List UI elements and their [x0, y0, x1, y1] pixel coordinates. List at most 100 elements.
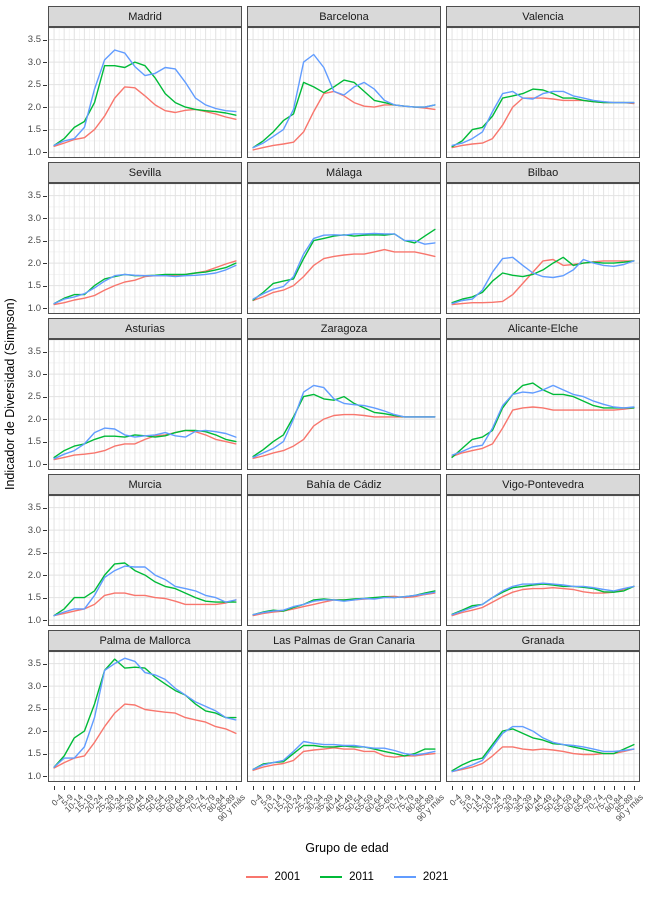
facet-vigo-pontevedra: Vigo-Pontevedra [446, 474, 640, 626]
x-tick-mark [104, 786, 106, 790]
facet-panel [247, 27, 441, 158]
facet-barcelona: Barcelona [247, 6, 441, 158]
series-line-2011 [451, 728, 635, 772]
x-tick-mark [263, 786, 265, 790]
x-tick-mark [303, 786, 305, 790]
x-tick-mark [134, 786, 136, 790]
x-tick-mark [374, 786, 376, 790]
facet-panel [48, 339, 242, 470]
x-tick-mark [573, 786, 575, 790]
facet-row: 1.0 1.5 2.0 2.5 3.0 3.5 Murcia Bahía de Cádiz Vi… [18, 474, 646, 626]
y-tick-mark [43, 285, 47, 287]
y-tick-label: 3.0 [27, 212, 41, 224]
x-tick-mark [404, 786, 406, 790]
series-line-2021 [252, 53, 436, 149]
x-tick-mark [613, 786, 615, 790]
y-tick-label: 1.0 [27, 770, 41, 782]
legend-entry-2011: 2011 [320, 870, 374, 884]
x-axis-labels-row: 0-4 5-9 10-14 15-19 20-24 25-29 30-34 35-39 40-4… [18, 786, 646, 838]
series-line-2021 [451, 582, 635, 616]
y-tick-label: 1.5 [27, 436, 41, 448]
series-line-2001 [53, 86, 237, 148]
y-tick-mark [43, 84, 47, 86]
x-tick-mark [283, 786, 285, 790]
y-tick-label: 2.0 [27, 101, 41, 113]
series-line-2001 [53, 703, 237, 769]
x-tick-mark [623, 786, 625, 790]
x-tick-mark [74, 786, 76, 790]
y-tick-label: 1.5 [27, 280, 41, 292]
y-tick-label: 2.5 [27, 79, 41, 91]
facet-strip-title: Bilbao [446, 162, 640, 183]
series-line-2021 [252, 740, 436, 771]
x-tick-mark [603, 786, 605, 790]
x-tick-mark [293, 786, 295, 790]
y-tick-mark [43, 552, 47, 554]
y-tick-mark [43, 195, 47, 197]
x-tick-mark [482, 786, 484, 790]
y-tick-label: 3.0 [27, 680, 41, 692]
x-tick-mark [165, 786, 167, 790]
series-line-2001 [451, 406, 635, 458]
facet-panel [247, 339, 441, 470]
y-tick-mark [43, 263, 47, 265]
y-tick-label: 3.5 [27, 346, 41, 358]
legend-line-swatch [320, 870, 343, 884]
x-axis-ticks: 0-4 5-9 10-14 15-19 20-24 25-29 30-34 35-39 40-4… [446, 786, 645, 838]
plot-body: Indicador de Diversidad (Simpson) 1.0 1.5… [2, 6, 646, 894]
x-tick-mark [323, 786, 325, 790]
y-tick-mark [43, 731, 47, 733]
facet-panel [247, 183, 441, 314]
facet-panel [446, 27, 640, 158]
x-tick-mark [64, 786, 66, 790]
x-tick-mark [185, 786, 187, 790]
y-tick-mark [43, 62, 47, 64]
x-tick-mark [273, 786, 275, 790]
facet-strip-title: Zaragoza [247, 318, 441, 339]
y-tick-mark [43, 218, 47, 220]
x-tick-mark [235, 786, 237, 790]
x-tick-mark [114, 786, 116, 790]
x-tick-mark [452, 786, 454, 790]
facet-panel [446, 495, 640, 626]
x-tick-mark [94, 786, 96, 790]
facet-panel [446, 651, 640, 782]
x-tick-mark [354, 786, 356, 790]
y-tick-mark [43, 597, 47, 599]
facet-panel [48, 495, 242, 626]
x-tick-mark [253, 786, 255, 790]
series-line-2021 [53, 565, 237, 617]
facet-bilbao: Bilbao [446, 162, 640, 314]
facet-strip-title: Sevilla [48, 162, 242, 183]
x-tick-mark [84, 786, 86, 790]
x-tick-mark [543, 786, 544, 790]
y-tick-mark [43, 464, 47, 466]
y-axis-ticks: 1.0 1.5 2.0 2.5 3.0 3.5 [18, 6, 48, 158]
x-tick-mark [462, 786, 464, 790]
series-line-2001 [53, 429, 237, 461]
facet-valencia: Valencia [446, 6, 640, 158]
series-line-2011 [451, 88, 635, 148]
y-tick-label: 1.5 [27, 124, 41, 136]
x-tick-mark [54, 786, 56, 790]
legend-label: 2001 [274, 871, 301, 883]
x-tick-mark [175, 786, 177, 790]
x-tick-mark [145, 786, 146, 790]
y-tick-mark [43, 507, 47, 509]
facet-alicante-elche: Alicante-Elche [446, 318, 640, 470]
series-line-2021 [252, 591, 436, 616]
y-tick-mark [43, 129, 47, 131]
series-line-2001 [451, 585, 635, 617]
facet-panel [446, 183, 640, 314]
y-tick-label: 1.0 [27, 458, 41, 470]
x-tick-mark [414, 786, 416, 790]
x-tick-mark [364, 786, 366, 790]
x-tick-mark [583, 786, 585, 790]
facet-granada: Granada [446, 630, 640, 782]
facet-grid: 1.0 1.5 2.0 2.5 3.0 3.5 Madrid Barcelona Valenci… [18, 6, 646, 838]
x-tick-mark [205, 786, 207, 790]
legend-entry-2021: 2021 [393, 870, 448, 884]
facet-strip-title: Madrid [48, 6, 242, 27]
y-tick-mark [43, 419, 47, 421]
y-tick-mark [43, 39, 47, 41]
